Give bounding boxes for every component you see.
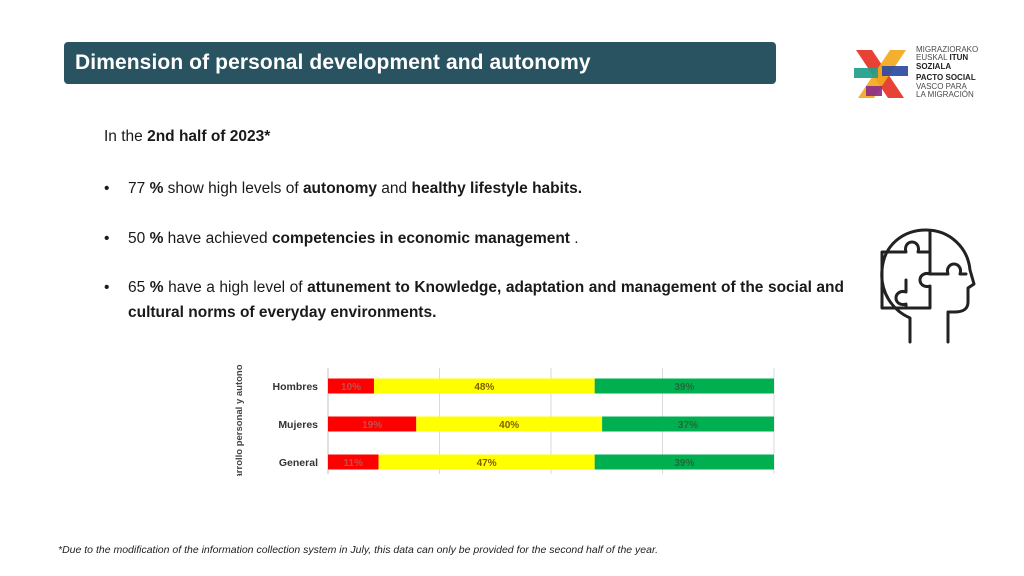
bar-segment — [594, 378, 774, 394]
bullet-text: 65 % have a high level of attunement to … — [128, 279, 844, 321]
data-label: 39% — [674, 458, 694, 469]
data-label: 40% — [499, 420, 519, 431]
footnote: *Due to the modification of the informat… — [58, 544, 658, 556]
bullet-item: • 65 % have a high level of attunement t… — [104, 275, 844, 325]
data-label: 39% — [674, 382, 694, 393]
data-label: 10% — [341, 382, 361, 393]
data-label: 37% — [678, 420, 698, 431]
data-label: 19% — [362, 420, 382, 431]
header-bar: Dimension of personal development and au… — [64, 42, 776, 84]
bar-segment — [378, 454, 595, 470]
bullet-text: 77 % show high levels of autonomy and he… — [128, 180, 583, 197]
data-label: 47% — [477, 458, 497, 469]
bullet-dot: • — [104, 279, 110, 296]
page-title: Dimension of personal development and au… — [75, 51, 591, 74]
intro-line: In the 2nd half of 2023* — [104, 128, 271, 145]
bullet-item: • 77 % show high levels of autonomy and … — [104, 176, 844, 201]
bar-segment — [328, 416, 417, 432]
bullet-item: • 50 % have achieved competencies in eco… — [104, 226, 844, 251]
bullet-dot: • — [104, 180, 110, 197]
category-label: Hombres — [272, 381, 318, 393]
category-label: Mujeres — [278, 419, 318, 431]
stacked-bar-chart: Hombres 10% 48% 39% Mujeres 19% 40% 37% General 1… — [234, 364, 775, 476]
bar-segment — [328, 378, 374, 394]
bar-segment — [328, 454, 379, 470]
bar-segment — [602, 416, 774, 432]
data-label: 48% — [474, 382, 494, 393]
category-label: General — [279, 457, 318, 469]
bar-segment — [594, 454, 774, 470]
logo-text: MIGRAZIORAKO EUSKAL ITUN SOZIALA PACTO S… — [916, 45, 979, 100]
puzzle-head-icon — [880, 228, 976, 344]
logo-mark-icon — [854, 50, 908, 98]
bullet-dot: • — [104, 230, 110, 247]
bar-segment — [373, 378, 595, 394]
chart-ylabel: Desarrollo personal y autonomía — [234, 364, 245, 476]
bullet-text: 50 % have achieved competencies in econo… — [128, 230, 579, 247]
data-label: 11% — [344, 458, 364, 469]
migration-pact-logo: MIGRAZIORAKO EUSKAL ITUN SOZIALA PACTO S… — [852, 45, 982, 102]
bar-segment — [416, 416, 603, 432]
